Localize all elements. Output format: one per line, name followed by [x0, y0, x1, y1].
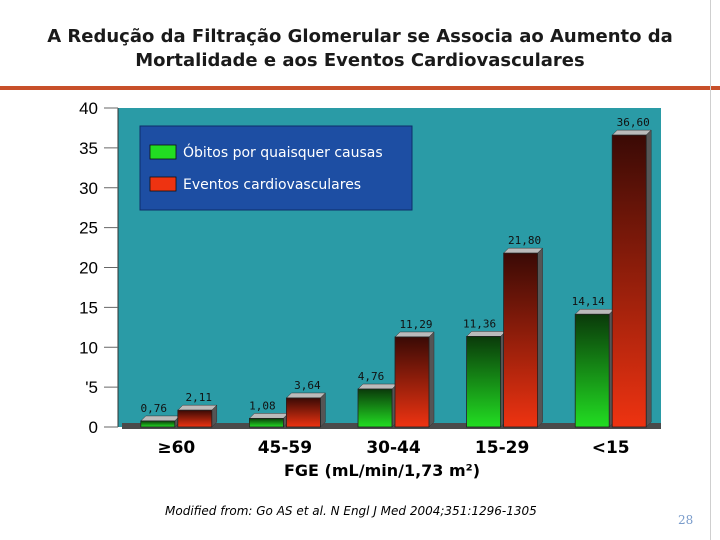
bar-top-face [248, 413, 290, 419]
legend-label-all-cause-death: Óbitos por quaisquer causas [183, 143, 383, 161]
y-tick-label: 15 [79, 298, 98, 317]
bar-top-face [574, 308, 615, 315]
y-tick-label: 20 [79, 259, 98, 278]
data-label-cardiovascular-events: 21,80 [508, 234, 541, 247]
bar-cardiovascular-events [177, 409, 213, 428]
x-category-label: 30-44 [366, 438, 421, 458]
data-label-cardiovascular-events: 2,11 [186, 391, 213, 404]
bar-top-face [611, 129, 652, 136]
bar-all-cause-death [140, 420, 176, 428]
bar-top-face [502, 247, 544, 254]
data-label-cardiovascular-events: 3,64 [294, 379, 321, 392]
y-tick-label: '5 [85, 378, 98, 397]
x-category-label: <15 [592, 438, 630, 458]
bar-side-face [428, 331, 435, 428]
y-tick-label: 35 [79, 139, 98, 158]
y-tick-label: 30 [79, 179, 98, 198]
bar-all-cause-death [248, 417, 284, 428]
bar-top-face [465, 331, 507, 337]
data-label-cardiovascular-events: 11,29 [399, 318, 432, 331]
y-tick-label: 40 [79, 99, 98, 118]
data-label-all-cause-death: 11,36 [463, 317, 496, 330]
data-label-all-cause-death: 4,76 [358, 370, 385, 383]
source-citation: Modified from: Go AS et al. N Engl J Med… [165, 504, 537, 518]
x-category-label: 45-59 [258, 438, 312, 458]
x-category-label: 15-29 [475, 438, 529, 458]
legend-label-cardiovascular-events: Eventos cardiovasculares [183, 177, 361, 193]
y-tick-label: 10 [79, 338, 98, 357]
bar-top-face [140, 415, 181, 422]
bar-side-face [645, 129, 652, 428]
x-axis-title: FGE (mL/min/1,73 m²) [284, 461, 480, 480]
page-number: 28 [678, 513, 694, 527]
data-label-all-cause-death: 14,14 [572, 295, 605, 308]
header-accent-line [0, 86, 720, 90]
bar-cardiovascular-events [285, 397, 321, 428]
slide-title-line-2: Mortalidade e aos Eventos Cardiovascular… [135, 50, 585, 71]
bar-chart: 0 '5 10 15 20 25 30 35 40 0,76 2,11 ≥60 1,08 3,64 45-5… [79, 99, 661, 480]
x-category-label: ≥60 [157, 438, 195, 458]
chart-legend: Óbitos por quaisquer causas Eventos cardi… [139, 125, 413, 211]
slide-right-border [710, 0, 711, 540]
bar-top-face [177, 404, 218, 411]
legend-swatch-cardiovascular-events [149, 176, 177, 192]
slide-title-line-1: A Redução da Filtração Glomerular se Ass… [47, 26, 673, 47]
y-tick-label: 0 [89, 418, 98, 437]
bar-cardiovascular-events [611, 134, 647, 428]
bar-cardiovascular-events [503, 252, 539, 428]
bar-cardiovascular-events [394, 336, 430, 428]
bar-all-cause-death [357, 388, 393, 428]
slide-title: A Redução da Filtração Glomerular se Ass… [0, 25, 720, 73]
data-label-cardiovascular-events: 36,60 [617, 116, 650, 129]
bar-top-face [357, 383, 398, 390]
bar-all-cause-death [466, 336, 502, 428]
bar-all-cause-death [574, 313, 610, 428]
data-label-all-cause-death: 1,08 [249, 399, 276, 412]
bar-side-face [537, 247, 543, 428]
legend-box [139, 125, 413, 211]
legend-swatch-all-cause-death [149, 144, 177, 160]
bar-side-face [320, 392, 326, 428]
bar-top-face [394, 331, 435, 338]
y-tick-label: 25 [79, 219, 98, 238]
bar-top-face [285, 392, 327, 399]
data-label-all-cause-death: 0,76 [141, 402, 168, 415]
